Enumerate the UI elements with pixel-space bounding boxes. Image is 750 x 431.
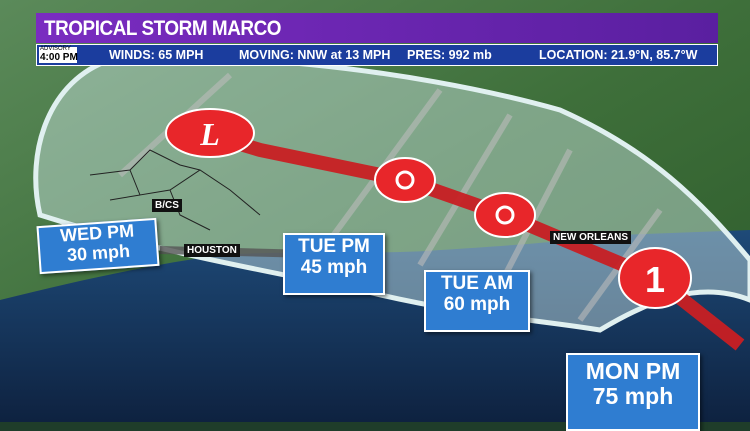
forecast-time: MON PM xyxy=(585,358,681,384)
moving: MOVING: NNW at 13 MPH xyxy=(239,48,391,62)
advisory-label: ADVISORY xyxy=(40,46,71,52)
forecast-label-tue-am: TUE AM 60 mph xyxy=(424,270,530,332)
advisory-info-bar: ADVISORY 4:00 PM WINDS: 65 MPH MOVING: N… xyxy=(36,44,718,66)
forecast-label-wed-pm: WED PM 30 mph xyxy=(36,217,160,275)
forecast-label-tue-pm: TUE PM 45 mph xyxy=(283,233,385,295)
city-label-houston: HOUSTON xyxy=(184,244,240,257)
pressure: PRES: 992 mb xyxy=(407,48,492,62)
forecast-label-mon-pm: MON PM 75 mph xyxy=(566,353,700,431)
forecast-wind: 45 mph xyxy=(300,256,368,278)
storm-track-map: L 1 xyxy=(0,0,750,422)
gulf-of-mexico xyxy=(0,230,750,422)
forecast-wind: 60 mph xyxy=(443,293,511,315)
advisory-time: 4:00 PM xyxy=(40,52,78,63)
svg-text:L: L xyxy=(199,116,220,152)
hurricane-category-1-icon: 1 xyxy=(618,247,692,309)
texas-county-lines xyxy=(89,149,261,231)
advisory-time-box: ADVISORY 4:00 PM xyxy=(39,46,78,63)
storm-title: TROPICAL STORM MARCO xyxy=(44,17,282,40)
city-label-new-orleans: NEW ORLEANS xyxy=(550,231,631,244)
svg-text:1: 1 xyxy=(645,259,665,300)
tropical-storm-icon xyxy=(374,157,436,203)
forecast-time: TUE PM xyxy=(298,236,370,257)
winds: WINDS: 65 MPH xyxy=(109,48,204,62)
forecast-time: TUE AM xyxy=(440,273,514,294)
title-bar: TROPICAL STORM MARCO xyxy=(36,13,718,43)
forecast-wind: 75 mph xyxy=(592,383,674,410)
location: LOCATION: 21.9°N, 85.7°W xyxy=(539,48,698,62)
city-label-bcs: B/CS xyxy=(152,199,182,212)
low-pressure-icon: L xyxy=(165,108,255,158)
tropical-storm-icon xyxy=(474,192,536,238)
